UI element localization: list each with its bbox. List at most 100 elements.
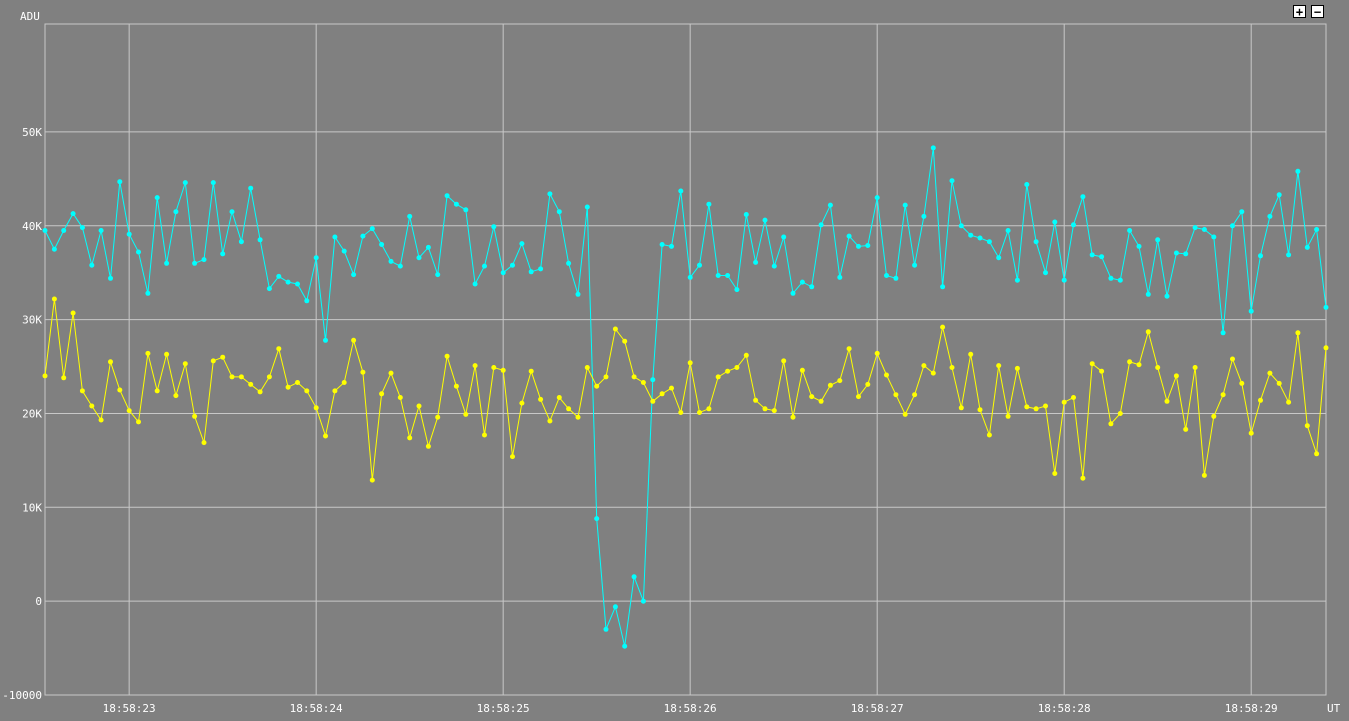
series-1-point <box>762 217 768 223</box>
series-1-point <box>323 337 328 343</box>
zoom-out-button[interactable]: − <box>1311 5 1324 18</box>
series-2-point <box>631 374 637 380</box>
series-2-point <box>790 414 796 420</box>
series-1-point <box>1024 182 1030 187</box>
series-2-point <box>182 361 188 367</box>
series-1-point <box>715 273 721 278</box>
series-1-point <box>407 213 413 219</box>
series-2-point <box>743 352 749 358</box>
series-2-point <box>884 372 889 378</box>
series-1-point <box>519 241 525 247</box>
series-2-point <box>491 365 497 370</box>
series-2-point <box>1173 373 1179 379</box>
plot-area <box>44 23 1327 696</box>
series-1-point <box>136 249 141 255</box>
series-1-point <box>1276 192 1282 198</box>
series-1-point <box>1230 223 1235 229</box>
series-1-point <box>388 258 394 264</box>
series-2-point <box>547 418 553 424</box>
x-tick-label: 18:58:26 <box>664 702 717 715</box>
series-2-point <box>416 403 422 409</box>
series-2-point <box>1286 399 1292 405</box>
series-2-point <box>1248 430 1254 436</box>
series-1-point <box>192 260 198 266</box>
series-1-point <box>276 273 282 279</box>
series-1-point <box>1248 308 1254 314</box>
series-2-point <box>1089 361 1095 367</box>
series-2-point <box>117 387 123 393</box>
series-1-point <box>154 195 160 201</box>
series-1-point <box>622 643 628 649</box>
series-2-point <box>108 359 113 365</box>
series-1-point <box>753 259 759 265</box>
series-1-point <box>799 279 805 285</box>
series-2-point <box>734 365 740 370</box>
x-tick-label: 18:58:29 <box>1225 702 1278 715</box>
series-2-point <box>210 358 216 364</box>
series-2-point <box>304 388 310 394</box>
series-1-point <box>1239 209 1245 215</box>
series-2-point <box>332 388 338 394</box>
series-2-point <box>781 358 787 364</box>
series-2-point <box>678 410 684 415</box>
series-2-point <box>1164 398 1170 404</box>
y-tick-label: 10K <box>22 501 42 514</box>
series-2-point <box>706 406 712 412</box>
series-1-point <box>79 225 85 231</box>
y-tick-label: 30K <box>22 314 42 327</box>
series-1-point <box>1117 277 1123 283</box>
series-2-point <box>874 350 880 356</box>
series-1-point <box>977 235 983 241</box>
series-2-point <box>538 396 544 402</box>
grid-lines <box>45 24 1326 695</box>
series-1-point <box>238 239 244 245</box>
x-tick-label: 18:58:23 <box>103 702 156 715</box>
x-tick-label: 18:58:24 <box>290 702 343 715</box>
series-2-point <box>257 389 263 395</box>
series-1-point <box>341 248 347 254</box>
series-2-point <box>285 384 291 390</box>
series-1-point <box>584 204 590 210</box>
series-1-point <box>781 234 787 240</box>
series-1-point <box>360 233 366 239</box>
series-1-point <box>1304 244 1310 250</box>
series-2-point <box>453 383 459 389</box>
series-1-point <box>958 223 964 229</box>
series-1-point <box>369 226 375 232</box>
series-2-point <box>528 368 534 374</box>
zoom-in-button[interactable]: + <box>1293 5 1306 18</box>
series-2-point <box>323 433 328 439</box>
series-1-point <box>42 228 48 233</box>
series-2-point <box>753 397 759 403</box>
series-2-point <box>949 365 955 370</box>
series-2-point <box>70 310 76 316</box>
series-2-point <box>79 388 85 394</box>
series-1-point <box>61 228 67 233</box>
series-2-point <box>893 392 899 398</box>
series-2-point <box>1258 397 1263 403</box>
series-2-point <box>809 394 815 400</box>
series-2-point <box>435 414 441 420</box>
series-1-point <box>790 290 796 296</box>
series-2-point <box>846 346 852 352</box>
series-2-point <box>1192 365 1198 370</box>
series-2-point <box>1099 368 1105 374</box>
series-2-point <box>958 405 964 411</box>
series-1-point <box>313 255 319 261</box>
series-group <box>42 145 1329 649</box>
series-1-point <box>425 244 431 250</box>
series-2-point <box>921 363 927 369</box>
series-1-point <box>332 234 338 240</box>
series-2-point <box>1136 362 1142 368</box>
series-2-point <box>313 405 319 411</box>
series-2-point <box>799 367 805 373</box>
series-1-point <box>538 266 544 272</box>
series-2-point <box>1014 365 1020 371</box>
series-1-point <box>416 255 422 261</box>
series-1-point <box>257 237 263 243</box>
series-1-point <box>547 191 553 197</box>
series-1-point <box>1145 291 1151 297</box>
x-axis-label: UT <box>1327 702 1341 715</box>
series-1-point <box>893 275 899 281</box>
series-2-point <box>986 432 992 438</box>
